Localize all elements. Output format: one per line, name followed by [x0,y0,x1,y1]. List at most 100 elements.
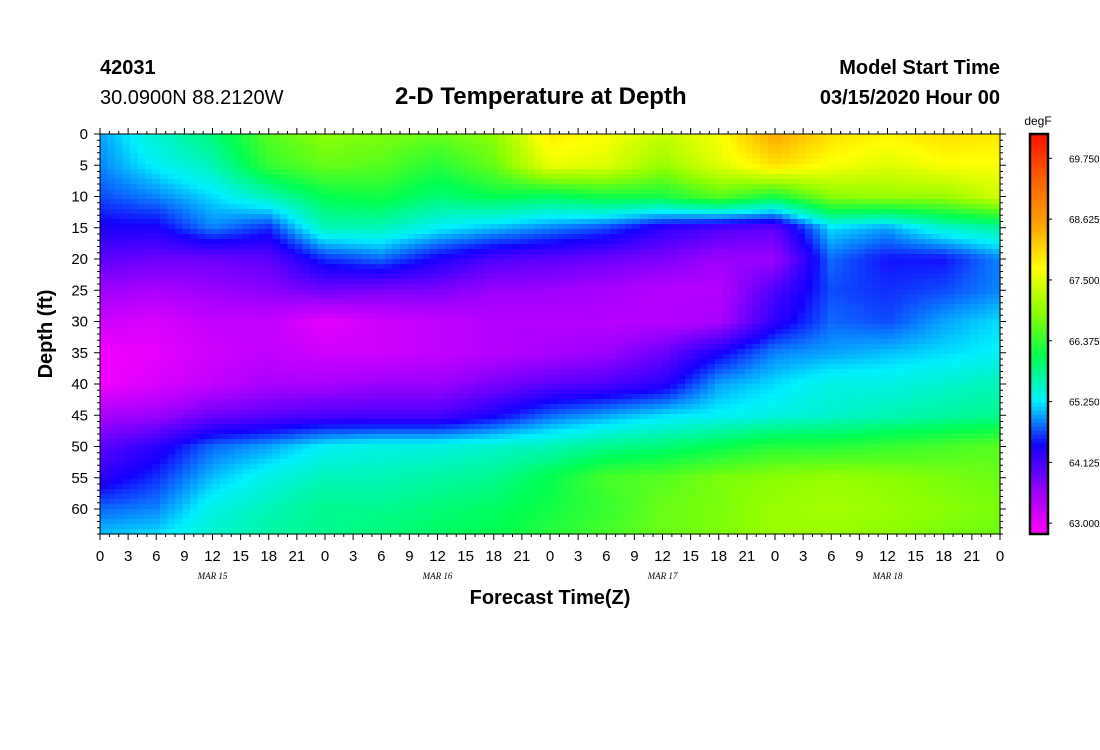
heatmap-cell [400,329,409,335]
heatmap-cell [220,334,229,340]
heatmap-cell [977,134,986,140]
heatmap-cell [917,229,926,235]
heatmap-cell [752,234,761,240]
heatmap-cell [902,309,911,315]
heatmap-cell [212,224,221,230]
heatmap-cell [377,219,386,225]
heatmap-cell [235,304,244,310]
heatmap-cell [925,179,934,185]
heatmap-cell [535,134,544,140]
heatmap-cell [767,284,776,290]
heatmap-cell [917,134,926,140]
heatmap-cell [325,219,334,225]
heatmap-cell [182,179,191,185]
heatmap-cell [782,324,791,330]
heatmap-cell [872,169,881,175]
heatmap-cell [220,234,229,240]
heatmap-cell [175,229,184,235]
heatmap-cell [235,264,244,270]
heatmap-cell [632,169,641,175]
heatmap-cell [985,264,994,270]
heatmap-cell [625,314,634,320]
heatmap-cell [542,139,551,145]
heatmap-cell [910,174,919,180]
heatmap-cell [160,179,169,185]
heatmap-cell [145,204,154,210]
heatmap-cell [685,309,694,315]
heatmap-cell [565,304,574,310]
heatmap-cell [190,339,199,345]
heatmap-cell [707,309,716,315]
heatmap-cell [295,259,304,265]
heatmap-cell [797,279,806,285]
heatmap-cell [235,299,244,305]
heatmap-cell [340,214,349,220]
heatmap-cell [917,249,926,255]
heatmap-cell [752,274,761,280]
heatmap-cell [902,209,911,215]
heatmap-cell [640,219,649,225]
heatmap-cell [467,134,476,140]
heatmap-cell [565,319,574,325]
heatmap-cell [370,339,379,345]
heatmap-cell [437,159,446,165]
heatmap-cell [497,214,506,220]
heatmap-cell [272,174,281,180]
heatmap-cell [287,229,296,235]
heatmap-cell [475,319,484,325]
heatmap-cell [302,264,311,270]
heatmap-cell [115,339,124,345]
heatmap-cell [925,169,934,175]
heatmap-cell [587,289,596,295]
heatmap-cell [257,214,266,220]
heatmap-cell [460,284,469,290]
heatmap-cell [122,209,131,215]
heatmap-cell [835,324,844,330]
heatmap-cell [310,174,319,180]
heatmap-cell [797,329,806,335]
heatmap-cell [790,189,799,195]
heatmap-cell [287,329,296,335]
heatmap-cell [670,174,679,180]
heatmap-cell [872,164,881,170]
heatmap-cell [197,154,206,160]
heatmap-cell [775,134,784,140]
heatmap-cell [722,294,731,300]
heatmap-cell [205,219,214,225]
heatmap-cell [437,149,446,155]
heatmap-cell [677,139,686,145]
heatmap-cell [737,249,746,255]
heatmap-cell [857,189,866,195]
heatmap-cell [640,184,649,190]
heatmap-cell [340,174,349,180]
heatmap-cell [197,174,206,180]
heatmap-cell [842,289,851,295]
heatmap-cell [190,229,199,235]
heatmap-cell [107,209,116,215]
heatmap-cell [850,229,859,235]
heatmap-cell [130,259,139,265]
heatmap-cell [640,224,649,230]
heatmap-cell [917,279,926,285]
heatmap-cell [835,319,844,325]
heatmap-cell [242,239,251,245]
heatmap-cell [850,194,859,200]
heatmap-cell [782,214,791,220]
heatmap-cell [257,164,266,170]
heatmap-cell [940,334,949,340]
heatmap-cell [347,249,356,255]
heatmap-cell [767,239,776,245]
heatmap-cell [880,329,889,335]
heatmap-cell [797,294,806,300]
heatmap-cell [565,234,574,240]
heatmap-cell [130,229,139,235]
heatmap-cell [430,259,439,265]
heatmap-cell [685,284,694,290]
heatmap-cell [925,249,934,255]
heatmap-cell [970,304,979,310]
heatmap-cell [205,334,214,340]
heatmap-cell [347,199,356,205]
heatmap-cell [280,209,289,215]
heatmap-cell [677,329,686,335]
heatmap-cell [437,204,446,210]
